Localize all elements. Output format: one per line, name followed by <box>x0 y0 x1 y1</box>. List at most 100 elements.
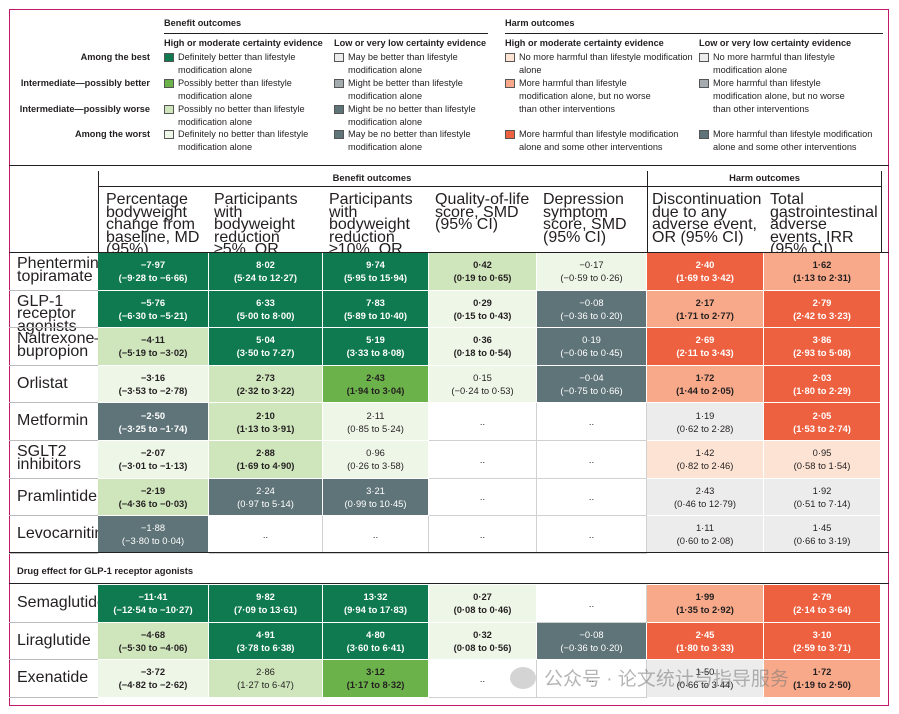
legend-harm-title: Harm outcomes <box>505 18 575 28</box>
cell-ci: (−12·54 to −10·27) <box>113 604 193 616</box>
cell-value: 2·73 <box>256 372 275 384</box>
cell-value: 5·19 <box>366 334 385 346</box>
legend-swatch <box>699 53 709 62</box>
table-cell: −0·17 (−0·59 to 0·26) <box>537 253 647 291</box>
row-rule <box>9 327 98 329</box>
table-cell: 5·19 (3·33 to 8·08) <box>323 328 429 366</box>
row-header: Phentermine– topiramate <box>17 255 117 285</box>
cell-value: 2·03 <box>812 372 832 384</box>
cell-ci: (1·19 to 2·50) <box>793 679 851 691</box>
table-cell: 1·72 (1·19 to 2·50) <box>764 660 881 698</box>
cell-ci: (1·27 to 6·47) <box>237 679 294 691</box>
table-cell: 1·50 (0·66 to 3·44) <box>647 660 764 698</box>
row-header: Pramlintide <box>17 487 98 505</box>
table-cell: 1·99 (1·35 to 2·92) <box>647 585 764 623</box>
table-cell: 3·86 (2·93 to 5·08) <box>764 328 881 366</box>
table-cell: 0·32 (0·08 to 0·56) <box>429 622 537 661</box>
legend-swatch <box>505 79 515 88</box>
legend-col-title: High or moderate certainty evidence <box>164 38 323 48</box>
table-cell: 1·45 (0·66 to 3·19) <box>764 516 881 554</box>
table-cell: .. <box>209 516 323 554</box>
cell-ci: (2·42 to 3·23) <box>793 309 851 321</box>
row-header: Semaglutide <box>17 594 106 611</box>
cell-value: 0·96 <box>366 447 385 459</box>
cell-value: 1·50 <box>695 666 715 678</box>
table-cell: .. <box>537 478 647 517</box>
cell-value: 2·05 <box>812 409 832 421</box>
figure-frame <box>9 9 889 706</box>
table-cell: −3·16 (−3·53 to −2·78) <box>98 365 209 404</box>
legend-item: More harmful than lifestyle modification… <box>505 128 695 154</box>
cell-ci: (0·97 to 5·14) <box>237 497 294 509</box>
table-cell: 0·96 (0·26 to 3·58) <box>323 441 429 479</box>
cell-value: 2·86 <box>256 666 275 678</box>
cell-value: 0·32 <box>473 628 492 640</box>
cell-ci: (1·71 to 2·77) <box>676 309 734 321</box>
legend-item: Definitely better than lifestyle modific… <box>164 51 334 77</box>
legend-row-label: Intermediate—possibly better <box>20 78 150 88</box>
row-rule <box>9 696 98 698</box>
cell-value: 0·95 <box>812 447 832 459</box>
section-rule <box>9 552 889 553</box>
table-cell: 2·73 (2·32 to 3·22) <box>209 365 323 404</box>
table-cell: −2·19 (−4·36 to −0·03) <box>98 478 209 517</box>
table-cell: 2·69 (2·11 to 3·43) <box>647 328 764 366</box>
cell-value: .. <box>588 416 595 428</box>
cell-value: .. <box>479 672 486 684</box>
row-rule <box>9 515 98 517</box>
group-rule <box>98 186 882 187</box>
table-cell: −3·72 (−4·82 to −2·62) <box>98 660 209 698</box>
table-cell: 2·10 (1·13 to 3·91) <box>209 403 323 441</box>
row-rule <box>9 621 98 623</box>
table-cell: 9·82 (7·09 to 13·61) <box>209 585 323 623</box>
table-cell: 2·11 (0·85 to 5·24) <box>323 403 429 441</box>
cell-value: .. <box>372 528 379 540</box>
legend-item: More harmful than lifestyle modification… <box>699 128 884 154</box>
table-cell: 0·95 (0·58 to 1·54) <box>764 441 881 479</box>
cell-ci: (−3·01 to −1·13) <box>118 460 188 472</box>
table-cell: .. <box>429 403 537 441</box>
cell-ci: (0·62 to 2·28) <box>676 422 734 434</box>
cell-ci: (0·46 to 12·79) <box>673 497 736 509</box>
cell-ci: (5·89 to 10·40) <box>343 309 408 321</box>
cell-value: 0·29 <box>473 296 492 308</box>
cell-value: 2·11 <box>366 409 385 421</box>
cell-ci: (−0·36 to 0·20) <box>560 641 623 653</box>
cell-value: .. <box>479 416 486 428</box>
table-cell: .. <box>429 478 537 517</box>
cell-ci: (1·94 to 3·04) <box>346 385 405 397</box>
cell-ci: (−0·24 to 0·53) <box>451 385 514 397</box>
cell-value: 6·33 <box>256 296 275 308</box>
table-cell: −0·08 (−0·36 to 0·20) <box>537 622 647 661</box>
cell-value: 3·21 <box>366 484 385 496</box>
cell-ci: (2·93 to 5·08) <box>793 347 851 359</box>
table-cell: 0·29 (0·15 to 0·43) <box>429 290 537 329</box>
cell-ci: (−0·06 to 0·45) <box>560 347 623 359</box>
legend-row-label: Among the best <box>80 52 150 62</box>
cell-ci: (7·09 to 13·61) <box>233 604 298 616</box>
row-rule <box>9 477 98 479</box>
legend-swatch <box>334 79 344 88</box>
cell-ci: (−6·30 to −5·21) <box>118 309 188 321</box>
cell-ci: (0·19 to 0·65) <box>453 272 512 284</box>
column-header: Percentage bodyweight change from baseli… <box>106 191 200 258</box>
legend-col-title: Low or very low certainty evidence <box>334 38 487 48</box>
cell-ci: (−9·28 to −6·66) <box>118 272 188 284</box>
cell-value: 9·82 <box>256 591 275 603</box>
table-cell: 3·10 (2·59 to 3·71) <box>764 622 881 661</box>
table-cell: 7·83 (5·89 to 10·40) <box>323 290 429 329</box>
cell-value: 2·45 <box>695 628 715 640</box>
table-cell: 4·80 (3·60 to 6·41) <box>323 622 429 661</box>
cell-ci: (0·15 to 0·43) <box>453 309 512 321</box>
legend-swatch <box>505 53 515 62</box>
cell-ci: (1·13 to 3·91) <box>236 422 295 434</box>
row-header: Liraglutide <box>17 631 91 649</box>
cell-ci: (5·00 to 8·00) <box>236 309 295 321</box>
table-cell: .. <box>429 516 537 554</box>
cell-ci: (0·60 to 2·08) <box>676 535 734 547</box>
cell-value: 1·92 <box>812 484 832 496</box>
legend-swatch <box>334 53 344 62</box>
table-cell: .. <box>429 441 537 479</box>
table-cell: 2·88 (1·69 to 4·90) <box>209 441 323 479</box>
legend-item: Definitely no better than lifestyle modi… <box>164 128 334 154</box>
